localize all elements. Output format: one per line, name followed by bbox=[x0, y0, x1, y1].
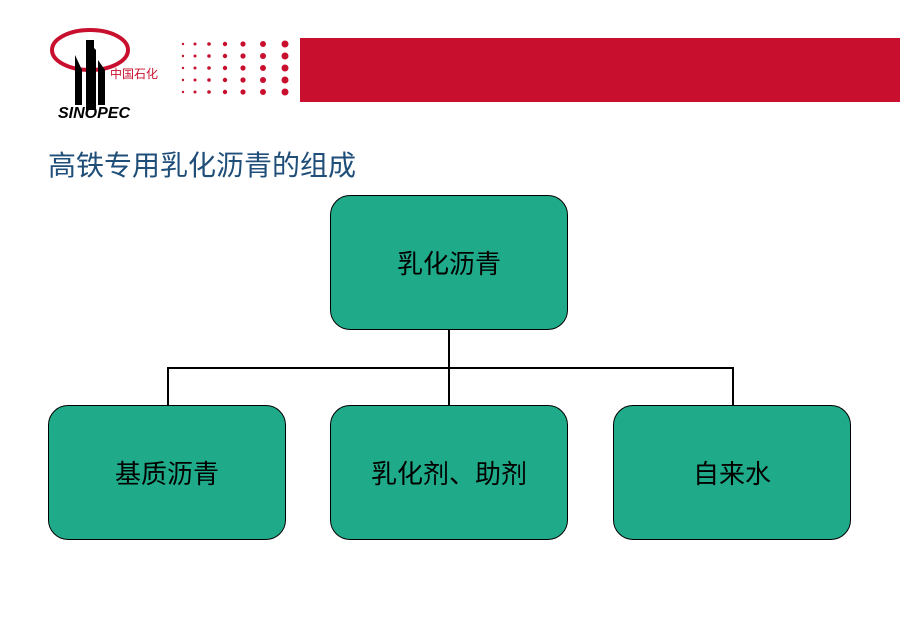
connector-trunk bbox=[448, 330, 450, 367]
brand-logo: 中国石化 SINOPEC bbox=[0, 38, 180, 102]
org-chart: 乳化沥青基质沥青乳化剂、助剂自来水 bbox=[48, 195, 872, 555]
node-root: 乳化沥青 bbox=[330, 195, 568, 330]
connector-hbar bbox=[167, 367, 734, 369]
header-red-bar bbox=[300, 38, 900, 102]
connector-drop-1 bbox=[448, 367, 450, 405]
svg-text:中国石化: 中国石化 bbox=[110, 66, 158, 81]
header-bar: 中国石化 SINOPEC bbox=[0, 38, 900, 102]
node-c2: 乳化剂、助剂 bbox=[330, 405, 568, 540]
node-c1: 基质沥青 bbox=[48, 405, 286, 540]
connector-drop-2 bbox=[732, 367, 734, 405]
connector-drop-0 bbox=[167, 367, 169, 405]
page-title: 高铁专用乳化沥青的组成 bbox=[48, 144, 356, 184]
svg-text:SINOPEC: SINOPEC bbox=[58, 105, 130, 120]
dot-pattern bbox=[175, 38, 305, 102]
node-c3: 自来水 bbox=[613, 405, 851, 540]
